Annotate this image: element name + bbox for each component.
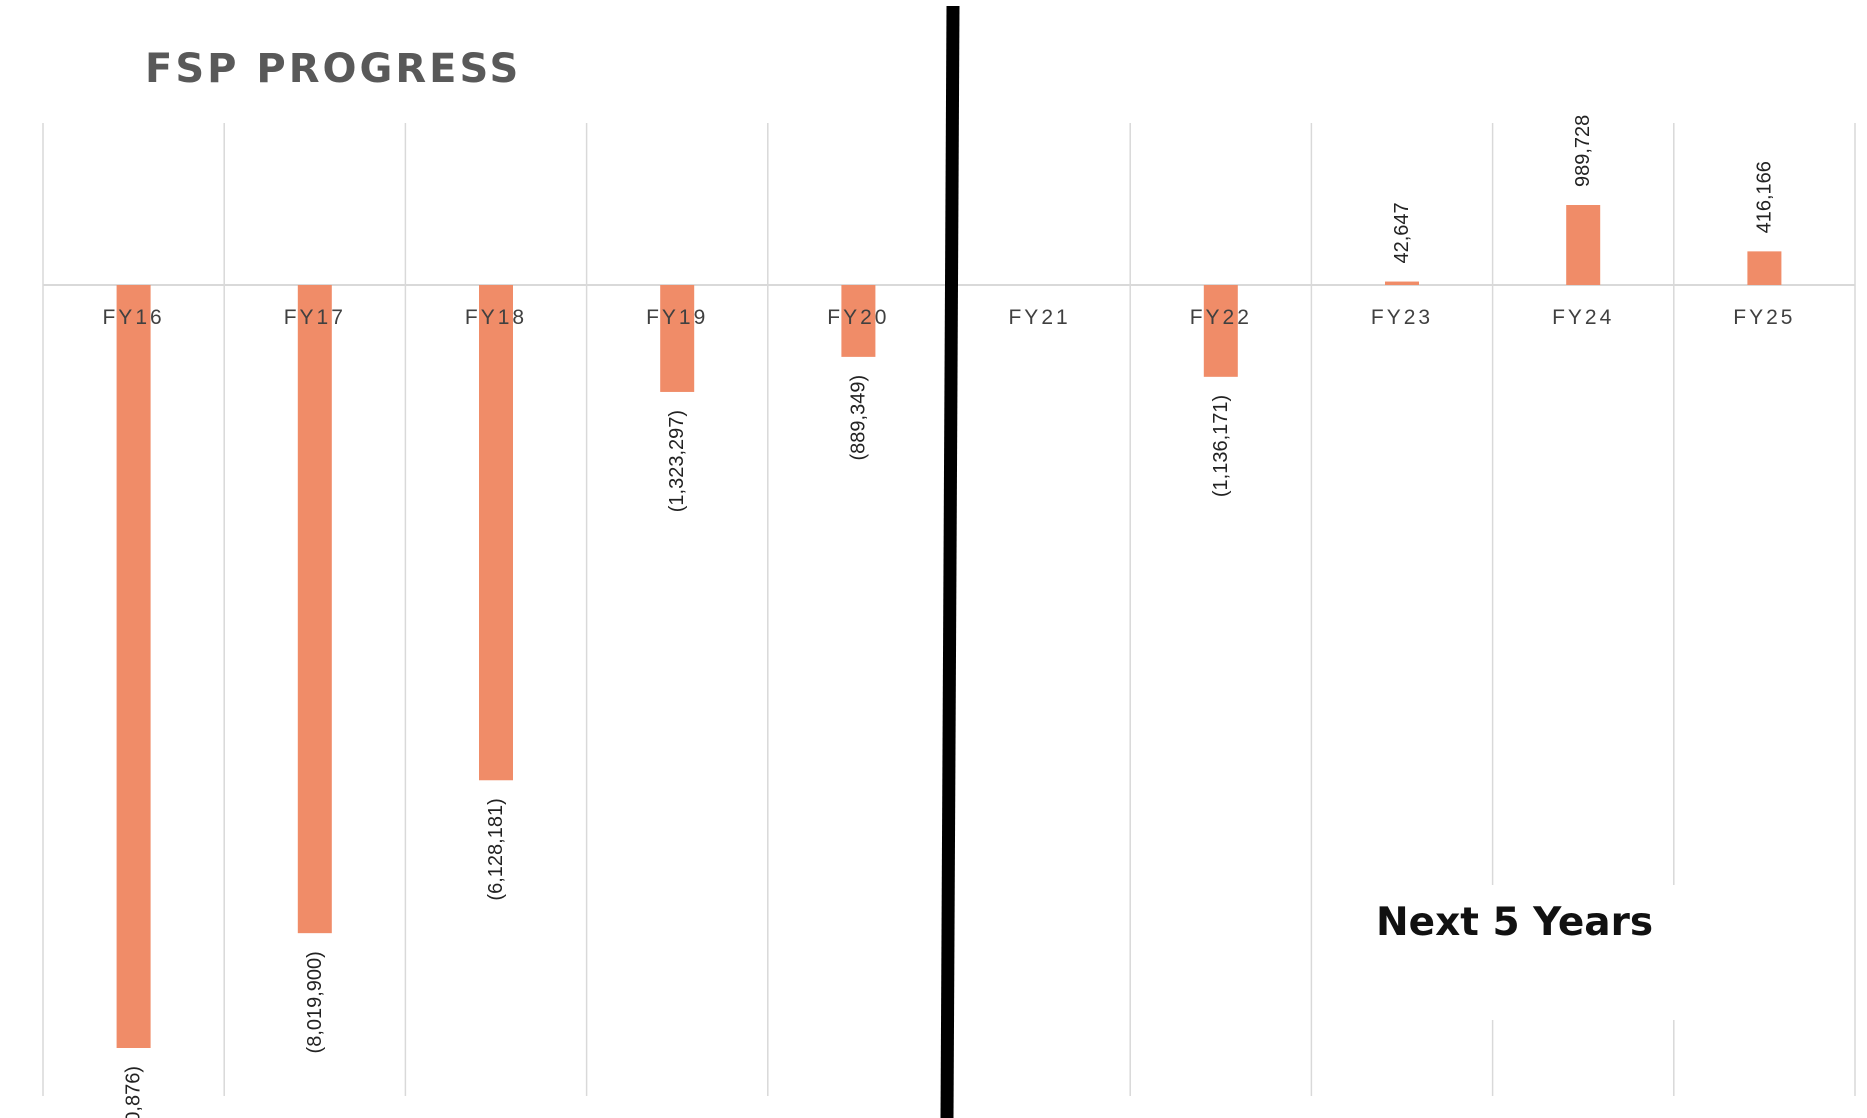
bar-fy23 xyxy=(1385,281,1419,285)
category-label-fy18: FY18 xyxy=(465,306,527,329)
period-divider-line xyxy=(940,5,960,1118)
category-label-fy16: FY16 xyxy=(102,306,164,329)
data-label-fy18: (6,128,181) xyxy=(485,798,507,900)
data-label-fy24: 989,728 xyxy=(1572,115,1594,187)
data-label-fy19: (1,323,297) xyxy=(666,410,688,512)
category-label-fy22: FY22 xyxy=(1190,306,1252,329)
data-label-fy16: (9,440,876) xyxy=(123,1066,145,1118)
bar-fy22 xyxy=(1203,285,1238,377)
category-label-fy21: FY21 xyxy=(1008,306,1070,329)
category-label-fy20: FY20 xyxy=(827,306,889,329)
data-label-fy20: (889,349) xyxy=(847,375,869,461)
next-five-years-annotation: Next 5 Years xyxy=(1376,900,1654,945)
divider xyxy=(940,5,1707,1118)
category-label-fy17: FY17 xyxy=(284,306,346,329)
bar-fy24 xyxy=(1566,205,1601,285)
data-label-fy17: (8,019,900) xyxy=(304,951,326,1053)
bar-fy18 xyxy=(479,285,513,781)
category-label-fy25: FY25 xyxy=(1733,306,1795,329)
category-labels: FY16 FY17 FY18 FY19 FY20 FY21 FY22 FY23 FY24 FY25 xyxy=(102,306,1795,329)
bar-fy17 xyxy=(297,285,332,934)
bar-fy16 xyxy=(116,285,151,1048)
bars xyxy=(116,205,1782,1048)
data-labels: (9,440,876) (8,019,900) (6,128,181) (1,323,… xyxy=(123,115,1776,1118)
data-label-fy25: 416,166 xyxy=(1753,161,1775,233)
annotation-background xyxy=(1362,885,1707,1020)
data-label-fy23: 42,647 xyxy=(1391,202,1413,263)
bar-fy20 xyxy=(841,285,876,357)
category-label-fy24: FY24 xyxy=(1552,306,1614,329)
data-label-fy22: (1,136,171) xyxy=(1210,395,1232,497)
bar-fy25 xyxy=(1747,251,1782,285)
category-label-fy19: FY19 xyxy=(646,306,708,329)
category-label-fy23: FY23 xyxy=(1371,306,1433,329)
chart-title: FSP PROGRESS xyxy=(145,46,522,92)
bar-fy19 xyxy=(660,285,695,392)
